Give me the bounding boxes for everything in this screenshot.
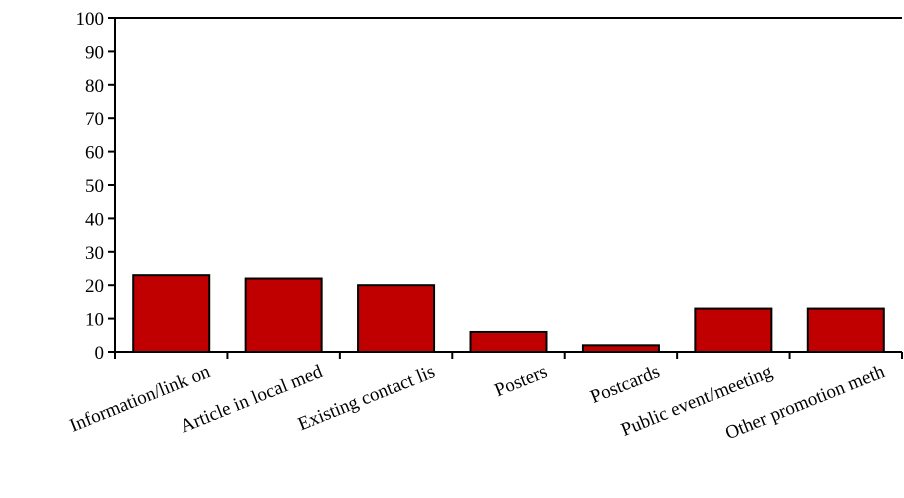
bar <box>469 330 548 353</box>
y-tick-label: 0 <box>95 343 105 364</box>
bar <box>357 284 436 354</box>
x-category-label: Posters <box>492 361 551 401</box>
bar <box>244 277 323 353</box>
bar <box>806 307 885 353</box>
y-tick-label: 40 <box>85 209 104 230</box>
y-tick-label: 100 <box>76 9 105 30</box>
bars <box>132 274 885 354</box>
bar <box>581 344 660 354</box>
y-tick-label: 80 <box>85 76 104 97</box>
y-tick-label: 20 <box>85 276 104 297</box>
y-tick-label: 10 <box>85 310 104 331</box>
bar <box>132 274 211 353</box>
y-tick-label: 50 <box>85 176 104 197</box>
y-axis: 0 10 20 30 40 50 60 70 80 90 100 <box>76 9 902 364</box>
y-tick-label: 90 <box>85 42 104 63</box>
y-tick-label: 60 <box>85 143 104 164</box>
x-category-label: Postcards <box>587 361 662 408</box>
y-tick-label: 30 <box>85 243 104 264</box>
y-tick-label: 70 <box>85 109 104 130</box>
bar <box>694 307 773 353</box>
x-axis <box>114 351 903 359</box>
